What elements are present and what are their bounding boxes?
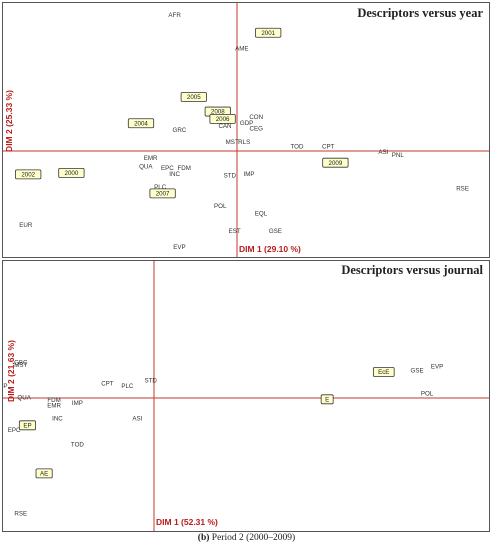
box-label-2002: 2002: [15, 169, 42, 180]
box-text: 2001: [261, 30, 275, 37]
caption-text: Period 2 (2000–2009): [211, 533, 296, 543]
point-label-pol: POL: [214, 203, 227, 210]
box-marker: [127, 118, 155, 129]
point-label-std: STD: [144, 378, 157, 385]
box-text: AE: [40, 471, 48, 478]
figure-caption: (b) Period 2 (2000–2009): [0, 533, 493, 543]
point-label-pol: POL: [421, 391, 434, 398]
box-marker: [15, 169, 42, 180]
chart-title: Descriptors versus journal: [341, 263, 483, 277]
point-label-rse: RSE: [14, 510, 27, 517]
point-label-imp: IMP: [243, 171, 254, 178]
point-label-eql: EQL: [255, 210, 268, 217]
caption-letter: (b): [197, 533, 210, 543]
box-text: 2000: [65, 170, 79, 177]
chart-year-svg: Descriptors versus year DIM 1 (29.10 %) DI…: [3, 3, 489, 257]
point-label-cpt: CPT: [101, 380, 114, 387]
box-text: 2008: [211, 109, 225, 116]
point-label-tod: TOD: [291, 143, 304, 150]
chart-panel-journal: Descriptors versus journal DIM 1 (52.31 %…: [2, 260, 490, 532]
box-label-2000: 2000: [58, 167, 85, 178]
box-text: EcE: [378, 369, 389, 376]
chart-journal-svg: Descriptors versus journal DIM 1 (52.31 %…: [3, 261, 489, 531]
x-axis-label: DIM 1 (52.31 %): [156, 517, 218, 527]
point-label-plc: PLC: [154, 184, 167, 191]
point-label-ame: AME: [235, 45, 248, 52]
point-label-inc: INC: [169, 171, 180, 178]
box-label-ae: AE: [35, 468, 53, 479]
point-label-pnl: PNL: [392, 152, 405, 159]
point-label-emr: EMR: [47, 402, 61, 409]
point-label-rls: RLS: [238, 139, 250, 146]
point-label-gdp: GDP: [3, 383, 8, 390]
point-label-grc: GRC: [173, 127, 187, 134]
point-label-fdm: FDM: [47, 397, 60, 404]
x-axis-label: DIM 1 (29.10 %): [239, 244, 301, 254]
box-marker: [209, 113, 236, 124]
point-label-fdm: FDM: [177, 165, 190, 172]
point-label-qua: QUA: [139, 164, 153, 171]
box-text: 2002: [21, 172, 35, 179]
point-label-gse: GSE: [411, 367, 424, 374]
box-marker: [18, 420, 36, 431]
point-label-afr: AFR: [168, 12, 181, 19]
box-marker: [255, 27, 282, 38]
box-text: 2005: [187, 94, 201, 101]
box-label-2005: 2005: [180, 92, 207, 102]
point-label-rse: RSE: [456, 186, 469, 193]
point-label-gse: GSE: [269, 228, 282, 235]
point-label-plc: PLC: [121, 383, 134, 390]
point-label-con: CON: [249, 114, 263, 121]
point-label-mst: MST: [226, 139, 239, 146]
point-label-epc: EPC: [161, 165, 174, 172]
y-axis-label: DIM 2 (25.33 %): [4, 90, 14, 152]
chart-panel-year: Descriptors versus year DIM 1 (29.10 %) DI…: [2, 2, 490, 258]
box-marker: [35, 468, 53, 479]
box-text: 2004: [134, 120, 148, 127]
point-label-tod: TOD: [71, 441, 84, 448]
box-marker: [58, 167, 85, 178]
point-label-est: EST: [229, 228, 241, 235]
box-marker: [320, 394, 334, 405]
chart-title: Descriptors versus year: [357, 6, 483, 20]
point-label-qua: QUA: [17, 395, 31, 402]
point-label-cpt: CPT: [322, 143, 335, 150]
point-label-std: STD: [224, 172, 237, 179]
box-text: E: [325, 396, 329, 403]
box-label-2006: 2006: [209, 113, 236, 124]
point-label-eur: EUR: [19, 222, 33, 229]
box-text: 2007: [156, 190, 170, 197]
box-marker: [149, 188, 176, 199]
point-label-epc: EPC: [8, 427, 21, 434]
box-label-2004: 2004: [127, 118, 155, 129]
box-text: 2006: [216, 116, 230, 123]
point-label-asi: ASI: [132, 415, 142, 422]
box-text: EP: [23, 422, 31, 429]
box-label-2001: 2001: [255, 27, 282, 38]
box-label-ece: EcE: [372, 367, 395, 377]
point-label-evp: EVP: [431, 363, 443, 370]
point-label-can: CAN: [218, 123, 231, 130]
point-label-gbc: GBC: [14, 360, 28, 367]
y-axis-label: DIM 2 (21.63 %): [6, 340, 16, 402]
point-label-asi: ASI: [378, 149, 388, 156]
point-label-evp: EVP: [173, 244, 185, 251]
point-label-inc: INC: [52, 415, 63, 422]
box-marker: [372, 367, 395, 377]
point-label-gdp: GDP: [240, 120, 253, 127]
point-label-emr: EMR: [144, 155, 158, 162]
point-label-ceg: CEG: [249, 126, 263, 133]
box-label-e: E: [320, 394, 334, 405]
point-label-imp: IMP: [72, 400, 83, 407]
box-label-ep: EP: [18, 420, 36, 431]
box-label-2009: 2009: [322, 157, 349, 168]
box-text: 2009: [329, 160, 343, 167]
point-label-mst: MST: [14, 362, 27, 369]
box-marker: [180, 92, 207, 102]
box-label-2007: 2007: [149, 188, 176, 199]
box-marker: [322, 157, 349, 168]
